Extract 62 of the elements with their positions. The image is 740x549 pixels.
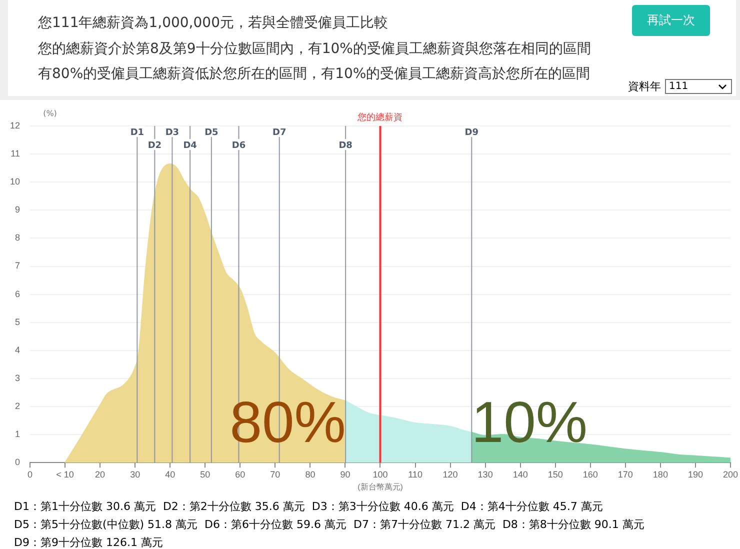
y-tick-label: 10 [10,176,20,187]
y-tick-label: 5 [14,316,20,327]
text: D4：第4十分位數 45.7 萬元 [460,500,603,513]
x-tick-label: 150 [548,469,563,480]
y-tick-label: 2 [14,400,20,411]
y-tick-label: 0 [14,457,20,468]
x-tick-label: 80 [305,469,316,480]
y-tick-label: 3 [14,372,20,383]
text: 資料年 [628,79,661,94]
text: 有80%的受僱員工總薪資低於您所在的區間，有10%的受僱員工總薪資高於您所在的區間 [38,65,590,83]
x-tick-label: 20 [95,469,106,480]
chart-subtitle: 您的總薪資介於第8及第9十分位數區間內，有10%的受僱員工總薪資與您落在相同的區間 [38,40,591,58]
y-tick-label: 4 [14,344,20,355]
x-tick-label: < 10 [56,469,74,480]
ref-line-label: D5 [204,128,218,138]
x-tick-label: 100 [372,469,388,480]
x-axis-title: (新台幣萬元) [358,482,404,492]
x-tick-label: 120 [442,469,458,480]
ref-line-label: D3 [165,128,180,138]
y-tick-label: 6 [14,288,20,299]
y-tick-label: 9 [14,204,20,215]
y-tick-label: 8 [14,232,20,243]
x-tick-label: 140 [512,469,528,480]
x-tick-label: 130 [478,469,493,480]
x-tick-label: 70 [270,469,280,480]
y-axis-title: (%) [43,109,57,118]
annotation: 10% [471,390,588,456]
ref-line-label: D6 [232,141,246,151]
text: D3：第3十分位數 40.6 萬元 [312,500,454,513]
ref-line-label: 您的總薪資 [356,112,403,123]
ref-line-label: D8 [338,141,352,151]
x-tick-label: 180 [652,469,668,480]
x-tick-label: 0 [27,469,33,480]
text: 111 [669,81,688,92]
ref-line-label: D4 [183,141,197,151]
text: D7：第7十分位數 71.2 萬元 [354,518,496,531]
x-tick-label: 160 [582,469,598,480]
x-tick-label: 170 [618,469,633,480]
x-tick-label: 40 [165,469,176,480]
y-tick-label: 12 [10,120,20,130]
text: D5：第5十分位數(中位數) 51.8 萬元 [14,518,198,531]
text: D2：第2十分位數 35.6 萬元 [162,500,305,513]
text: D8：第8十分位數 90.1 萬元 [502,518,644,531]
y-tick-label: 1 [14,429,20,440]
text: D1：第1十分位數 30.6 萬元 [14,500,156,513]
y-tick-label: 11 [10,148,20,159]
text: D6：第6十分位數 59.6 萬元 [204,518,346,531]
ref-line-label: D7 [272,128,286,138]
ref-line-label: D9 [464,128,479,138]
text: D9：第9十分位數 126.1 萬元 [14,536,163,549]
chart-title: 您111年總薪資為1,000,000元，若與全體受僱員工比較 [38,14,388,32]
text: 再試一次 [632,5,710,36]
ref-line-label: D1 [130,128,144,138]
x-tick-label: 90 [340,469,350,480]
x-tick-label: 50 [200,469,210,480]
x-tick-label: 30 [130,469,140,480]
x-tick-label: 60 [235,469,246,480]
x-tick-label: 190 [688,469,703,480]
ref-line-label: D2 [148,141,162,151]
y-tick-label: 7 [14,260,20,271]
x-tick-label: 110 [408,469,422,480]
x-tick-label: 200 [722,469,738,480]
